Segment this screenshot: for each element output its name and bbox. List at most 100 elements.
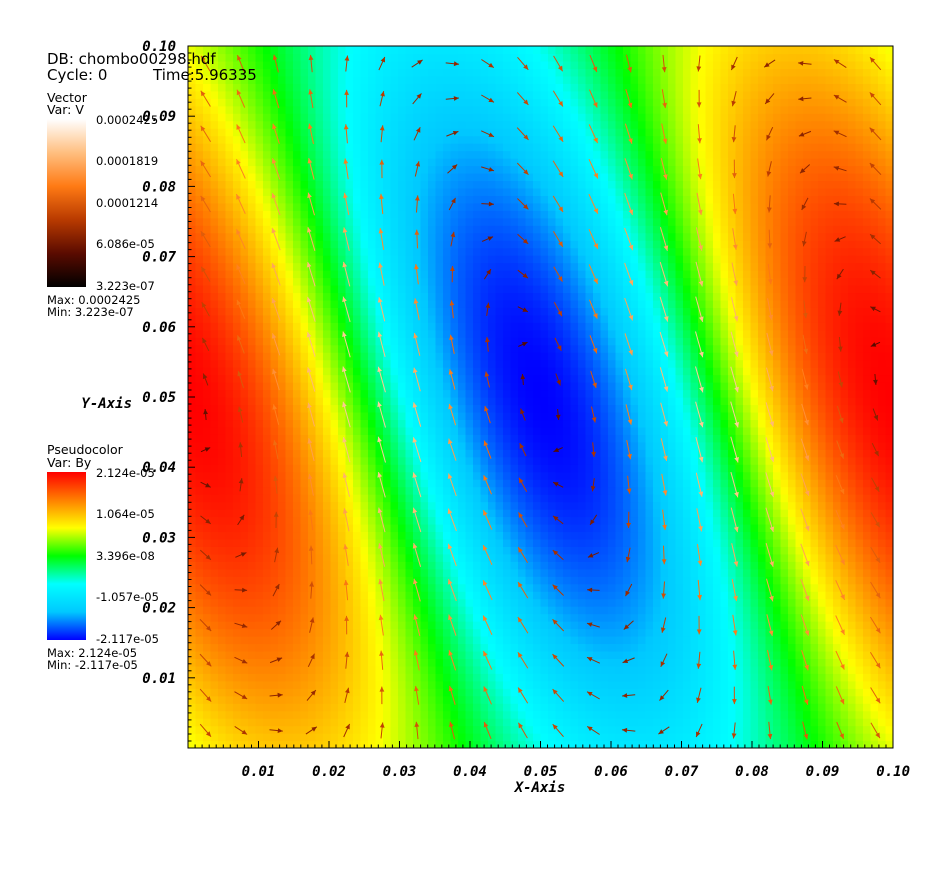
field-cell bbox=[810, 583, 819, 592]
field-cell bbox=[555, 441, 564, 450]
field-cell bbox=[353, 568, 362, 577]
field-cell bbox=[210, 546, 219, 555]
field-cell bbox=[390, 404, 399, 413]
field-cell bbox=[668, 471, 677, 480]
field-cell bbox=[593, 718, 602, 727]
field-cell bbox=[690, 464, 699, 473]
field-cell bbox=[848, 650, 857, 659]
field-cell bbox=[218, 479, 227, 488]
field-cell bbox=[840, 389, 849, 398]
field-cell bbox=[818, 568, 827, 577]
field-cell bbox=[405, 531, 414, 540]
field-cell bbox=[818, 479, 827, 488]
field-cell bbox=[330, 397, 339, 406]
field-cell bbox=[720, 606, 729, 615]
field-cell bbox=[533, 628, 542, 637]
field-cell bbox=[398, 501, 407, 510]
field-cell bbox=[225, 382, 234, 391]
field-cell bbox=[660, 553, 669, 562]
field-cell bbox=[398, 404, 407, 413]
field-cell bbox=[525, 665, 534, 674]
field-cell bbox=[765, 635, 774, 645]
field-cell bbox=[450, 441, 459, 450]
field-cell bbox=[518, 688, 527, 697]
field-cell bbox=[495, 464, 504, 473]
field-cell bbox=[570, 531, 579, 540]
field-cell bbox=[743, 561, 752, 570]
field-cell bbox=[675, 665, 684, 674]
field-cell bbox=[330, 553, 339, 562]
field-cell bbox=[720, 494, 729, 503]
field-cell bbox=[218, 464, 227, 473]
field-cell bbox=[540, 397, 549, 406]
field-cell bbox=[210, 665, 219, 674]
field-cell bbox=[630, 635, 639, 645]
field-cell bbox=[773, 516, 782, 525]
field-cell bbox=[870, 591, 879, 600]
field-cell bbox=[705, 695, 714, 704]
field-cell bbox=[225, 576, 234, 585]
field-cell bbox=[848, 695, 857, 704]
field-cell bbox=[608, 673, 617, 682]
field-cell bbox=[645, 464, 654, 473]
field-cell bbox=[480, 397, 489, 406]
field-cell bbox=[653, 471, 662, 480]
field-cell bbox=[270, 591, 279, 600]
field-cell bbox=[300, 344, 309, 353]
field-cell bbox=[315, 479, 324, 488]
field-cell bbox=[803, 441, 812, 450]
field-cell bbox=[195, 688, 204, 697]
field-cell bbox=[263, 740, 272, 748]
field-cell bbox=[503, 426, 512, 435]
field-cell bbox=[210, 583, 219, 592]
field-cell bbox=[600, 449, 609, 458]
field-cell bbox=[293, 546, 302, 555]
field-cell bbox=[870, 516, 879, 525]
field-cell bbox=[465, 695, 474, 704]
field-cell bbox=[510, 688, 519, 697]
field-cell bbox=[465, 389, 474, 398]
field-cell bbox=[623, 456, 632, 465]
field-cell bbox=[638, 695, 647, 704]
field-cell bbox=[338, 621, 347, 630]
field-cell bbox=[315, 404, 324, 413]
field-cell bbox=[773, 404, 782, 413]
field-cell bbox=[855, 695, 864, 704]
field-cell bbox=[743, 591, 752, 600]
field-cell bbox=[420, 673, 429, 682]
field-cell bbox=[330, 740, 339, 748]
field-cell bbox=[668, 568, 677, 577]
field-cell bbox=[668, 673, 677, 682]
field-cell bbox=[338, 404, 347, 413]
field-cell bbox=[233, 553, 242, 562]
field-cell bbox=[473, 531, 482, 540]
field-cell bbox=[713, 613, 722, 622]
field-cell bbox=[420, 538, 429, 547]
field-cell bbox=[420, 359, 429, 368]
field-cell bbox=[728, 553, 737, 562]
field-cell bbox=[743, 583, 752, 592]
field-cell bbox=[233, 404, 242, 413]
field-cell bbox=[593, 419, 602, 428]
field-cell bbox=[555, 404, 564, 413]
field-cell bbox=[263, 568, 272, 577]
field-cell bbox=[690, 740, 699, 748]
field-cell bbox=[713, 523, 722, 533]
field-cell bbox=[825, 665, 834, 674]
field-cell bbox=[638, 494, 647, 503]
field-cell bbox=[518, 523, 527, 533]
field-cell bbox=[735, 718, 744, 727]
field-cell bbox=[840, 538, 849, 547]
field-cell bbox=[690, 635, 699, 645]
field-cell bbox=[210, 456, 219, 465]
field-cell bbox=[585, 576, 594, 585]
field-cell bbox=[720, 703, 729, 712]
field-cell bbox=[758, 710, 767, 719]
field-cell bbox=[645, 486, 654, 495]
field-cell bbox=[428, 591, 437, 600]
field-cell bbox=[548, 449, 557, 458]
field-cell bbox=[743, 553, 752, 562]
field-cell bbox=[315, 516, 324, 525]
field-cell bbox=[833, 352, 842, 361]
field-cell bbox=[593, 367, 602, 376]
